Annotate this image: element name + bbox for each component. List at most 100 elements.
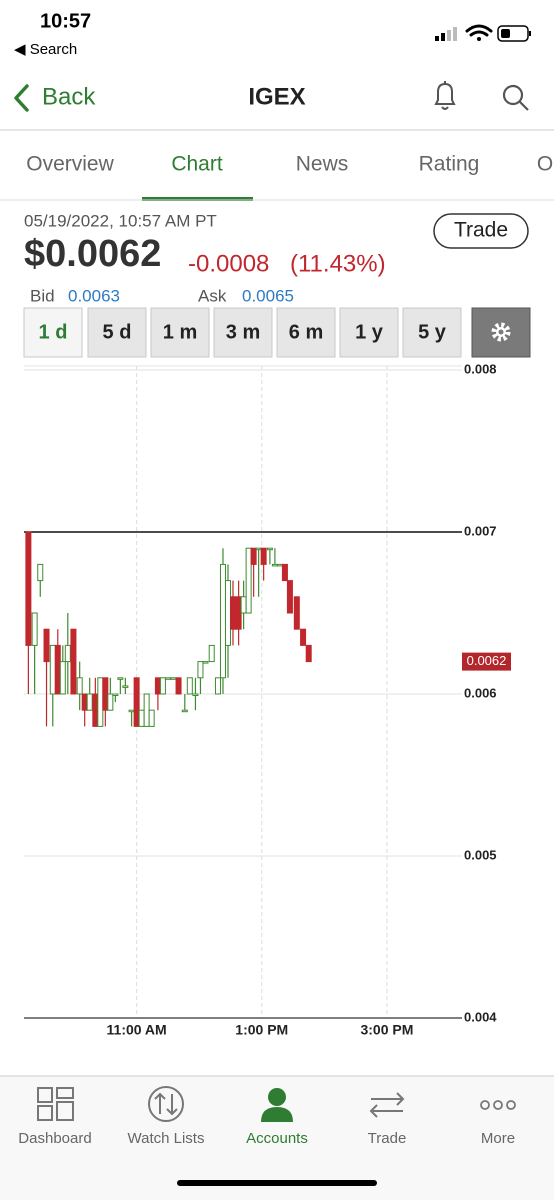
- range-button[interactable]: 1 y: [339, 307, 399, 358]
- candle-body: [208, 644, 215, 663]
- nav-labels: Dashboard Watch Lists Accounts Trade More: [18, 1130, 515, 1147]
- tab[interactable]: Rating: [419, 153, 480, 176]
- settings-button[interactable]: [471, 307, 531, 358]
- range-label[interactable]: 1 d: [39, 321, 68, 343]
- x-tick-label: 11:00 AM: [107, 1022, 167, 1038]
- candle-body: [117, 677, 124, 680]
- last-price-label: 0.0062: [467, 653, 507, 668]
- candle-body: [154, 677, 161, 695]
- y-tick-label: 0.008: [464, 361, 497, 376]
- candle-body: [143, 693, 150, 727]
- search-icon[interactable]: [502, 84, 529, 111]
- range-button-bg[interactable]: [150, 307, 210, 358]
- candle-body: [59, 661, 66, 695]
- nav-label[interactable]: Accounts: [246, 1130, 308, 1147]
- candle-body: [260, 547, 267, 565]
- back-label[interactable]: Back: [42, 83, 96, 110]
- y-tick-label: 0.005: [464, 847, 497, 862]
- y-tick-label: 0.006: [464, 685, 497, 700]
- wifi-icon: [465, 24, 493, 41]
- candle-body: [49, 644, 56, 695]
- nav-label[interactable]: Dashboard: [18, 1130, 91, 1147]
- tab[interactable]: News: [296, 153, 349, 176]
- tab[interactable]: Overview: [26, 153, 114, 176]
- candle-body: [281, 563, 288, 582]
- range-button-bg[interactable]: [339, 307, 399, 358]
- tab[interactable]: O: [537, 153, 553, 176]
- alert-bell[interactable]: [434, 81, 456, 110]
- range-label[interactable]: 5 y: [418, 321, 447, 343]
- candle-body: [159, 677, 166, 695]
- candle-body: [250, 547, 257, 565]
- range-button-bg[interactable]: [276, 307, 336, 358]
- candle-body: [112, 693, 119, 696]
- price-change: -0.0008: [188, 250, 269, 277]
- range-button-bg[interactable]: [87, 307, 147, 358]
- quote-timestamp: 05/19/2022, 10:57 AM PT: [24, 211, 217, 230]
- range-label[interactable]: 1 m: [163, 321, 197, 343]
- nav-label[interactable]: Trade: [368, 1130, 407, 1147]
- candle-body: [25, 531, 32, 646]
- candle-body: [37, 563, 44, 582]
- trade-button[interactable]: Trade: [433, 213, 529, 249]
- candle-body: [192, 693, 199, 696]
- candle-body: [76, 677, 83, 695]
- back-button[interactable]: Back: [14, 83, 96, 112]
- candle-body: [164, 677, 171, 680]
- candle-body: [102, 677, 109, 711]
- range-button[interactable]: 3 m: [213, 307, 273, 358]
- candle-body: [97, 677, 104, 727]
- range-label[interactable]: 6 m: [289, 321, 323, 343]
- candle-body: [245, 547, 252, 614]
- back-to-app[interactable]: ◀ Search: [14, 41, 77, 58]
- range-button-bg[interactable]: [402, 307, 462, 358]
- last-price-marker: [462, 652, 511, 671]
- range-label[interactable]: 1 y: [355, 321, 384, 343]
- x-tick-label: 3:00 PM: [360, 1022, 413, 1038]
- candle-body: [271, 563, 278, 567]
- trade-label[interactable]: Trade: [454, 219, 508, 242]
- watchlists-icon[interactable]: [148, 1086, 184, 1122]
- nav-label[interactable]: More: [481, 1130, 515, 1147]
- range-label[interactable]: 5 d: [103, 321, 132, 343]
- ask-label: Ask: [198, 286, 227, 305]
- candle-body: [181, 709, 188, 713]
- candle-body: [293, 596, 300, 630]
- candle-body: [202, 661, 209, 664]
- candle-body: [286, 580, 293, 614]
- dashboard-icon[interactable]: [37, 1087, 74, 1121]
- accounts-icon[interactable]: [261, 1088, 293, 1122]
- candle-body: [235, 596, 242, 630]
- more-icon[interactable]: [480, 1100, 516, 1110]
- nav-label[interactable]: Watch Lists: [128, 1130, 205, 1147]
- range-button-bg[interactable]: [23, 307, 83, 358]
- range-button[interactable]: 1 m: [150, 307, 210, 358]
- candle-body: [70, 628, 77, 695]
- candle-body: [54, 644, 61, 695]
- candle-body: [240, 596, 247, 614]
- tab[interactable]: Chart: [171, 153, 223, 176]
- range-label[interactable]: 3 m: [226, 321, 260, 343]
- bid-label: Bid: [30, 286, 55, 305]
- active-tab-indicator: [142, 197, 253, 201]
- last-price: $0.0062: [24, 233, 161, 275]
- candle-body: [186, 677, 193, 695]
- candle-body: [266, 547, 273, 551]
- candle-body: [276, 563, 283, 567]
- range-button[interactable]: 5 y: [402, 307, 462, 358]
- candle-body: [300, 628, 307, 646]
- range-button-bg[interactable]: [213, 307, 273, 358]
- candle-body: [81, 693, 88, 711]
- trade-icon[interactable]: [369, 1092, 405, 1118]
- range-button[interactable]: 1 d: [23, 307, 83, 358]
- signal-icon: [435, 27, 457, 41]
- tab-bar: Overview Chart News Rating O: [26, 153, 553, 176]
- y-tick-label: 0.007: [464, 523, 497, 538]
- candle-body: [175, 677, 182, 695]
- range-button[interactable]: 5 d: [87, 307, 147, 358]
- candle-body: [255, 547, 262, 551]
- ask-value: 0.0065: [242, 286, 294, 305]
- candle-body: [107, 693, 114, 711]
- range-button[interactable]: 6 m: [276, 307, 336, 358]
